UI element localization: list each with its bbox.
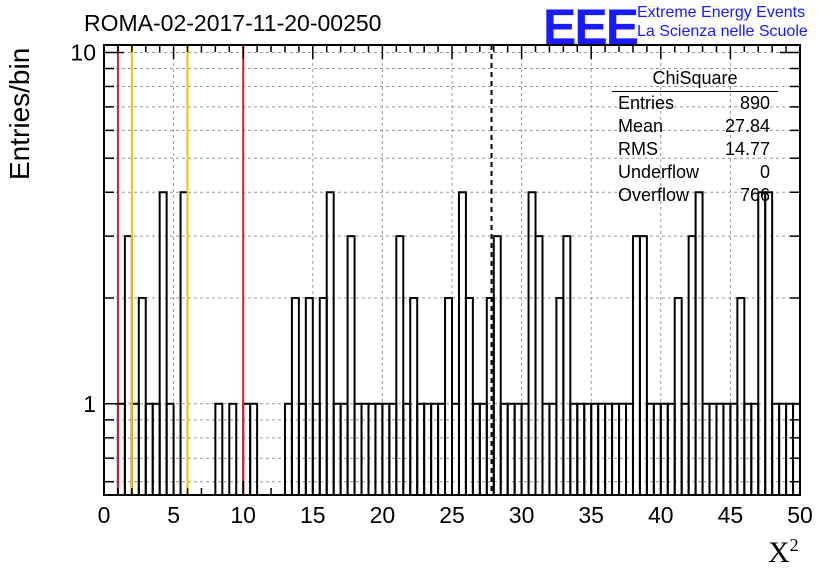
logo-line-2: La Scienza nelle Scuole [637, 23, 808, 40]
y-tick-label: 1 [83, 391, 96, 417]
histogram-bar [673, 297, 683, 496]
histogram-bar [736, 297, 746, 496]
stats-label: Entries [618, 93, 675, 113]
stats-value: 14.77 [724, 139, 770, 159]
stats-label: Underflow [618, 162, 700, 182]
x-tick-label: 0 [98, 502, 111, 528]
x-axis-label-sup: 2 [789, 535, 799, 555]
histogram-bar [395, 235, 405, 496]
histogram-bar [527, 191, 537, 496]
chart-title: ROMA-02-2017-11-20-00250 [84, 10, 382, 36]
axis-ticks: 0 5 10 15 20 25 30 35 40 45 50 1 10 [70, 39, 812, 528]
histogram-bar [409, 297, 419, 496]
histogram-bar [444, 297, 454, 496]
histogram-bar [764, 191, 774, 496]
histogram-bar [318, 297, 328, 496]
stats-row-rms: RMS 14.77 [618, 139, 770, 160]
histogram-bar [137, 297, 147, 496]
stats-row-underflow: Underflow 0 [618, 162, 770, 183]
histogram-bar [694, 191, 704, 496]
stats-label: RMS [618, 139, 658, 159]
stats-value: 766 [739, 185, 770, 205]
eee-logo: EEE [543, 0, 639, 55]
stats-value: 0 [759, 162, 770, 182]
histogram-bar [290, 297, 300, 496]
histogram-bar [492, 235, 502, 496]
histogram-bar [346, 235, 356, 496]
x-tick-label: 40 [648, 502, 674, 528]
histogram-bar [534, 235, 544, 496]
x-tick-label: 15 [300, 502, 326, 528]
stats-row-entries: Entries 890 [618, 93, 770, 114]
stats-value: 890 [739, 93, 770, 113]
logo-line-1: Extreme Energy Events [637, 4, 806, 21]
histogram-bar [638, 235, 648, 496]
x-axis-label-base: X [768, 536, 790, 569]
x-tick-label: 10 [230, 502, 256, 528]
histogram-bars [116, 191, 801, 497]
x-tick-label: 50 [787, 502, 813, 528]
histogram-bar [123, 235, 133, 496]
stats-box-divider [612, 91, 778, 92]
histogram-bar [631, 235, 641, 496]
histogram-bar [304, 297, 314, 496]
histogram-bar [464, 297, 474, 496]
logo-caption: Extreme Energy Events La Scienza nelle S… [637, 3, 808, 41]
x-tick-label: 25 [439, 502, 465, 528]
histogram-bar [457, 191, 467, 496]
histogram-bar [485, 297, 495, 496]
stats-label: Overflow [618, 185, 690, 205]
histogram-bar [158, 191, 168, 496]
histogram-bar [562, 235, 572, 496]
histogram-bar [757, 191, 767, 496]
stats-box-title: ChiSquare [652, 68, 738, 88]
stats-label: Mean [618, 116, 664, 136]
stats-row-overflow: Overflow 766 [618, 185, 770, 206]
y-axis-label: Entries/bin [4, 47, 35, 180]
histogram-bar [687, 235, 697, 496]
histogram-bar [179, 191, 189, 496]
x-tick-label: 20 [370, 502, 396, 528]
x-axis-label: X2 [768, 535, 799, 570]
histogram-bar [325, 191, 335, 496]
reference-lines [116, 45, 493, 495]
y-tick-label: 10 [70, 39, 96, 65]
x-tick-label: 45 [718, 502, 744, 528]
stats-row-mean: Mean 27.84 [618, 116, 770, 137]
stats-value: 27.84 [724, 116, 770, 136]
x-tick-label: 30 [509, 502, 535, 528]
histogram-bar [555, 297, 565, 496]
x-tick-label: 5 [167, 502, 180, 528]
x-tick-label: 35 [578, 502, 604, 528]
